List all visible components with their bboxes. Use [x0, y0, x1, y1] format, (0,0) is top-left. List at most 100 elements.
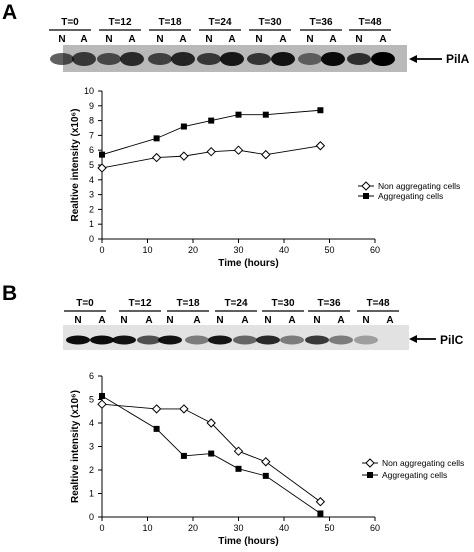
- band-n: [148, 53, 172, 65]
- lane-label-a: A: [386, 315, 393, 326]
- data-point-non-aggregating: [179, 151, 189, 161]
- data-point-aggregating: [208, 450, 215, 457]
- protein-label: PilA: [446, 52, 470, 66]
- timepoint-label: T=24: [224, 298, 248, 309]
- band-n: [50, 53, 74, 65]
- lane-label-a: A: [379, 34, 386, 45]
- data-point-aggregating: [262, 472, 269, 479]
- band-a: [171, 52, 195, 66]
- y-tick-label: 5: [89, 395, 94, 405]
- band-n: [158, 335, 182, 345]
- data-point-non-aggregating: [206, 146, 216, 157]
- band-n: [208, 335, 232, 345]
- x-tick-label: 30: [233, 523, 243, 533]
- y-tick-label: 1: [89, 489, 94, 499]
- panel-letter: A: [2, 1, 17, 24]
- band-n: [247, 53, 271, 65]
- data-point-non-aggregating: [315, 497, 326, 507]
- band-a: [280, 335, 304, 345]
- band-n: [97, 53, 121, 65]
- timepoint-label: T=48: [358, 17, 382, 28]
- x-tick-label: 40: [279, 245, 289, 255]
- band-a: [185, 335, 209, 345]
- y-tick-label: 0: [89, 234, 94, 244]
- timepoint-label: T=0: [61, 17, 79, 28]
- lane-label-n: N: [355, 34, 362, 45]
- protein-label: PilC: [440, 333, 464, 347]
- y-tick-label: 9: [89, 101, 94, 111]
- data-point-aggregating: [99, 151, 105, 158]
- data-point-aggregating: [153, 135, 160, 142]
- legend-label: Aggregating cells: [382, 470, 447, 480]
- band-a: [371, 52, 395, 66]
- data-point-aggregating: [153, 425, 160, 432]
- y-axis-label: Realtive intensity (x10⁶): [70, 390, 81, 503]
- band-n: [347, 53, 371, 65]
- legend-marker-square-icon: [363, 193, 369, 199]
- arrow-head-icon: [409, 335, 417, 343]
- x-tick-label: 10: [142, 523, 152, 533]
- band-n: [298, 53, 322, 65]
- lane-label-n: N: [264, 315, 271, 326]
- lane-label-n: N: [205, 34, 212, 45]
- lane-label-n: N: [58, 34, 65, 45]
- x-tick-label: 40: [279, 523, 289, 533]
- y-tick-label: 0: [89, 512, 94, 522]
- data-point-aggregating: [235, 111, 242, 118]
- x-axis-label: Time (hours): [218, 536, 278, 547]
- lane-label-n: N: [105, 34, 112, 45]
- data-point-aggregating: [180, 123, 187, 130]
- lane-label-a: A: [241, 315, 248, 326]
- timepoint-label: T=0: [76, 298, 94, 309]
- lane-label-a: A: [193, 315, 200, 326]
- x-tick-label: 20: [188, 245, 198, 255]
- y-tick-label: 2: [89, 465, 94, 475]
- lane-label-a: A: [329, 34, 336, 45]
- y-tick-label: 7: [89, 130, 94, 140]
- timepoint-label: T=30: [258, 17, 282, 28]
- timepoint-label: T=18: [158, 17, 182, 28]
- data-point-non-aggregating: [233, 446, 244, 456]
- band-a: [72, 52, 96, 66]
- y-tick-label: 5: [89, 160, 94, 170]
- timepoint-label: T=30: [271, 298, 295, 309]
- data-point-aggregating: [317, 510, 324, 517]
- x-tick-label: 20: [188, 523, 198, 533]
- lane-label-n: N: [166, 315, 173, 326]
- x-tick-label: 50: [324, 245, 334, 255]
- line-chart: 0 10 20 30 40 50 60 0 1 2 3 4 5 6 Time (hours) Realtive…: [70, 371, 464, 547]
- band-n: [354, 335, 378, 345]
- panel-letter: B: [2, 282, 17, 305]
- panel-a: A T=0N AT=12N AT=18N AT=24N AT=30N AT=36N AT=48…: [2, 1, 470, 269]
- x-tick-label: 10: [142, 245, 152, 255]
- band-a: [90, 335, 114, 345]
- data-point-non-aggregating: [97, 399, 107, 409]
- y-tick-label: 3: [89, 442, 94, 452]
- data-point-aggregating: [235, 465, 242, 472]
- data-point-aggregating: [208, 117, 215, 124]
- y-tick-label: 2: [89, 204, 94, 214]
- lane-label-n: N: [120, 315, 127, 326]
- band-n: [112, 335, 136, 345]
- data-point-non-aggregating: [206, 418, 216, 428]
- timepoint-label: T=36: [317, 298, 341, 309]
- legend-marker-square-icon: [367, 472, 373, 478]
- data-point-non-aggregating: [179, 404, 189, 414]
- band-a: [321, 52, 345, 66]
- legend-label: Aggregating cells: [378, 191, 443, 201]
- timepoint-label: T=18: [176, 298, 200, 309]
- data-point-aggregating: [180, 452, 187, 459]
- y-tick-label: 6: [89, 371, 94, 381]
- data-point-non-aggregating: [315, 141, 326, 151]
- lane-label-a: A: [288, 315, 295, 326]
- band-n: [66, 335, 90, 345]
- y-tick-label: 8: [89, 116, 94, 126]
- band-a: [137, 335, 161, 345]
- lane-label-a: A: [179, 34, 186, 45]
- lane-label-n: N: [306, 34, 313, 45]
- lane-label-n: N: [362, 315, 369, 326]
- lane-label-a: A: [128, 34, 135, 45]
- band-a: [220, 52, 244, 66]
